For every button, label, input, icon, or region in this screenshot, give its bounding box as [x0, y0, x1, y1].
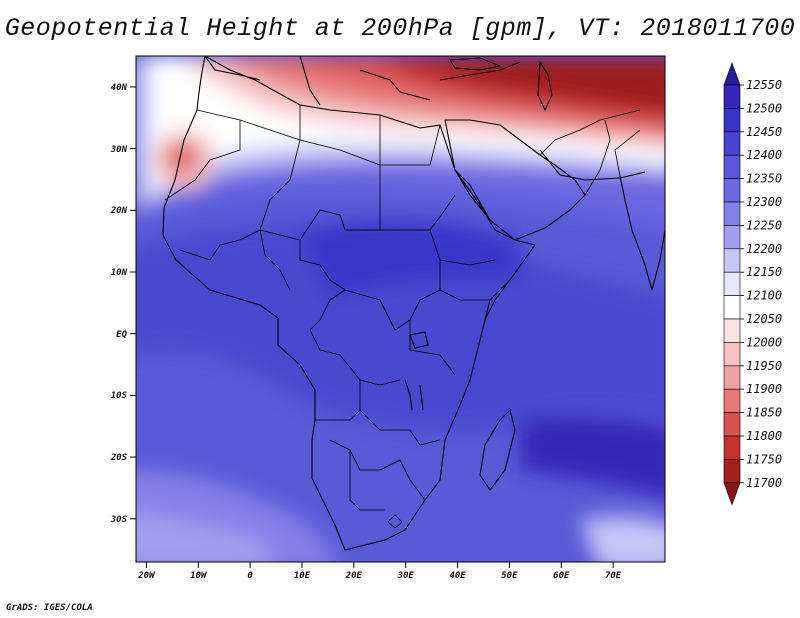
colorbar-label: 12050: [746, 312, 782, 326]
lat-tick-label: 30N: [110, 145, 128, 155]
colorbar-swatch: [723, 201, 741, 226]
colorbar-label: 12550: [746, 78, 782, 92]
lon-tick-label: 0: [247, 571, 253, 581]
colorbar-arrow-top: [723, 62, 741, 86]
colorbar-label: 12100: [746, 289, 782, 303]
colorbar-label: 11850: [746, 406, 782, 420]
lon-axis: 20W 10W 0 10E 20E 30E 40E 50E 60E 70E: [137, 562, 622, 581]
colorbar-label: 12500: [746, 101, 782, 115]
colorbar-arrow-bottom: [723, 482, 741, 506]
height-field: [136, 56, 665, 562]
lon-tick-label: 30E: [397, 571, 415, 581]
colorbar-swatch: [723, 342, 741, 367]
colorbar-swatch: [723, 365, 741, 390]
colorbar-swatch: [723, 108, 741, 133]
colorbar-label: 11750: [746, 452, 782, 466]
colorbar-swatch: [723, 154, 741, 179]
lon-tick-label: 10W: [190, 571, 208, 581]
lon-tick-label: 50E: [501, 571, 518, 581]
colorbar-label: 12250: [746, 218, 782, 232]
colorbar-swatch: [723, 412, 741, 437]
colorbar-label: 11800: [746, 429, 782, 443]
lat-tick-label: 10N: [111, 268, 128, 278]
lon-tick-label: 20E: [345, 571, 363, 581]
colorbar-label: 12400: [746, 148, 782, 162]
lon-tick-label: 20W: [137, 571, 156, 581]
colorbar-swatch: [723, 84, 741, 109]
colorbar-label: 12300: [746, 195, 782, 209]
colorbar-swatch: [723, 435, 741, 460]
colorbar-swatch: [723, 131, 741, 156]
lat-axis: 40N 30N 20N 10N EQ 10S 20S 30S: [110, 83, 136, 525]
colorbar-swatch: [723, 178, 741, 203]
lon-tick-label: 10E: [294, 571, 311, 581]
colorbar: 12550 12500 12450 12400 12350 12300 12250 12200…: [723, 62, 782, 506]
lat-tick-label: 20N: [110, 206, 128, 216]
coastlines: [162, 56, 665, 551]
lon-tick-label: 70E: [605, 571, 622, 581]
colorbar-label: 11700: [746, 476, 782, 490]
colorbar-label: 12000: [746, 335, 782, 349]
colorbar-swatch: [723, 295, 741, 320]
lon-tick-label: 60E: [553, 571, 570, 581]
colorbar-swatch: [723, 388, 741, 413]
colorbar-label: 12350: [746, 172, 782, 186]
colorbar-label: 11950: [746, 359, 782, 373]
colorbar-swatch: [723, 459, 741, 484]
lat-tick-label: EQ: [116, 330, 127, 340]
grads-credit: GrADS: IGES/COLA: [6, 603, 93, 613]
colorbar-swatch: [723, 225, 741, 250]
colorbar-swatch: [723, 271, 741, 296]
map-frame: [135, 55, 666, 563]
colorbar-label: 12200: [746, 242, 782, 256]
colorbar-swatch: [723, 248, 741, 273]
map-title: Geopotential Height at 200hPa [gpm], VT:…: [4, 14, 796, 43]
lon-tick-label: 40E: [449, 571, 466, 581]
colorbar-swatch: [723, 318, 741, 343]
lat-tick-label: 30S: [110, 515, 128, 525]
lat-tick-label: 40N: [111, 83, 128, 93]
colorbar-label: 12450: [746, 125, 782, 139]
lat-tick-label: 10S: [111, 391, 128, 401]
colorbar-label: 11900: [746, 382, 782, 396]
country-borders: [164, 105, 641, 529]
lat-tick-label: 20S: [110, 453, 128, 463]
colorbar-label: 12150: [746, 265, 782, 279]
